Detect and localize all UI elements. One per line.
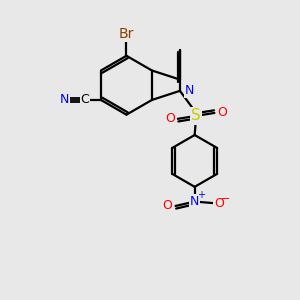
Text: C: C bbox=[80, 93, 89, 106]
Text: O: O bbox=[217, 106, 227, 119]
Text: N: N bbox=[60, 93, 69, 106]
Text: −: − bbox=[221, 194, 230, 205]
Text: O: O bbox=[214, 196, 224, 209]
Text: O: O bbox=[163, 200, 172, 212]
Text: S: S bbox=[191, 108, 201, 123]
Text: O: O bbox=[165, 112, 175, 125]
Text: +: + bbox=[197, 190, 205, 200]
Text: N: N bbox=[184, 84, 194, 97]
Text: N: N bbox=[190, 195, 200, 208]
Text: Br: Br bbox=[119, 27, 134, 41]
